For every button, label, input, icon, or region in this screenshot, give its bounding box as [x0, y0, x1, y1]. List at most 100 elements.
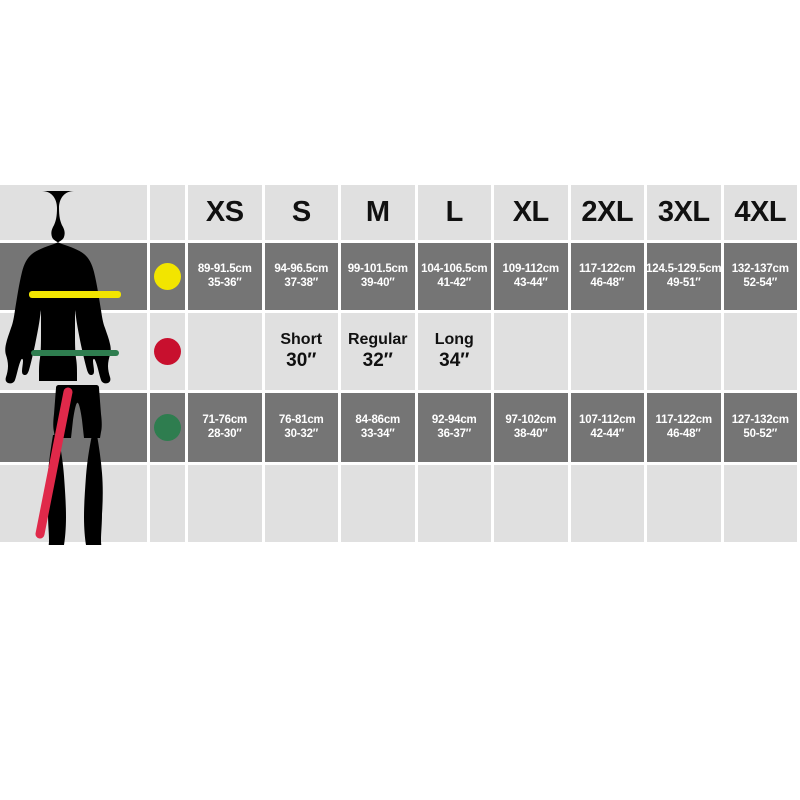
size-chart-grid: XS S M L XL 2XL 3XL 4XL 89-91.5cm 35-36″ 94-96.5cm…	[0, 185, 800, 545]
waist-value-imperial: 42-44″	[590, 427, 625, 440]
waist-value-metric: 76-81cm	[278, 413, 324, 426]
figure-band-0	[0, 185, 147, 240]
cell-waist-xs: 71-76cm 28-30″	[188, 393, 262, 462]
waist-value-imperial: 38-40″	[513, 427, 548, 440]
footer-cell-3xl	[647, 465, 721, 542]
chest-value-metric: 132-137cm	[731, 262, 789, 275]
size-header-label: 3XL	[657, 196, 710, 229]
column-header-xs: XS	[188, 185, 262, 240]
chest-value-metric: 89-91.5cm	[197, 262, 252, 275]
column-header-m: M	[341, 185, 415, 240]
footer-cell-4xl	[723, 465, 797, 542]
cell-chest-m: 99-101.5cm 39-40″	[341, 243, 415, 310]
cell-chest-xl: 109-112cm 43-44″	[494, 243, 568, 310]
footer-cell-xl	[494, 465, 568, 542]
chest-value-metric: 104-106.5cm	[421, 262, 488, 275]
chest-value-imperial: 41-42″	[437, 276, 472, 289]
cell-leg-length-l: Long 34″	[417, 313, 491, 390]
waist-value-metric: 107-112cm	[579, 413, 636, 426]
waist-value-imperial: 33-34″	[360, 427, 395, 440]
column-header-l: L	[417, 185, 491, 240]
leg-length-value-imperial: 30″	[286, 349, 317, 371]
chest-value-imperial: 46-48″	[590, 276, 625, 289]
waist-value-metric: 127-132cm	[731, 413, 789, 426]
footer-cell-m	[341, 465, 415, 542]
leg-length-value-metric: Regular	[347, 330, 408, 348]
chest-value-imperial: 35-36″	[207, 276, 242, 289]
waist-value-imperial: 50-52″	[743, 427, 778, 440]
size-header-label: XS	[205, 196, 244, 229]
legend-key-cell-leg-length	[150, 313, 185, 390]
cell-leg-length-s: Short 30″	[264, 313, 338, 390]
waist-value-imperial: 36-37″	[437, 427, 472, 440]
waist-value-imperial: 28-30″	[207, 427, 242, 440]
chest-value-imperial: 43-44″	[513, 276, 548, 289]
green-dot	[154, 414, 181, 441]
waist-value-metric: 92-94cm	[431, 413, 477, 426]
size-header-label: XL	[512, 196, 550, 229]
cell-waist-3xl: 117-122cm 46-48″	[647, 393, 721, 462]
cell-waist-xl: 97-102cm 38-40″	[494, 393, 568, 462]
waist-value-imperial: 30-32″	[284, 427, 319, 440]
cell-leg-length-4xl	[723, 313, 797, 390]
leg-length-value-imperial: 32″	[362, 349, 393, 371]
waist-value-metric: 97-102cm	[505, 413, 557, 426]
footer-cell-2xl	[570, 465, 644, 542]
cell-chest-2xl: 117-122cm 46-48″	[570, 243, 644, 310]
cell-leg-length-2xl	[570, 313, 644, 390]
column-header-4xl: 4XL	[723, 185, 797, 240]
cell-waist-4xl: 127-132cm 50-52″	[723, 393, 797, 462]
cell-leg-length-m: Regular 32″	[341, 313, 415, 390]
leg-length-value-metric: Long	[434, 330, 474, 348]
cell-leg-length-3xl	[647, 313, 721, 390]
cell-waist-2xl: 107-112cm 42-44″	[570, 393, 644, 462]
waist-value-metric: 117-122cm	[655, 413, 713, 426]
footer-cell-xs	[188, 465, 262, 542]
column-header-2xl: 2XL	[570, 185, 644, 240]
waist-value-metric: 71-76cm	[202, 413, 248, 426]
chest-value-metric: 99-101.5cm	[347, 262, 408, 275]
legend-key-cell-chest	[150, 243, 185, 310]
chest-value-metric: 124.5-129.5cm	[646, 262, 722, 275]
chest-value-metric: 117-122cm	[579, 262, 636, 275]
footer-cell-l	[417, 465, 491, 542]
size-chart: XS S M L XL 2XL 3XL 4XL 89-91.5cm 35-36″ 94-96.5cm…	[0, 185, 800, 545]
leg-length-value-metric: Short	[280, 330, 323, 348]
footer-key-cell	[150, 465, 185, 542]
size-header-label: S	[291, 196, 311, 229]
chest-value-imperial: 37-38″	[284, 276, 319, 289]
legend-key-cell-waist	[150, 393, 185, 462]
chest-value-metric: 109-112cm	[502, 262, 560, 275]
cell-waist-m: 84-86cm 33-34″	[341, 393, 415, 462]
cell-chest-s: 94-96.5cm 37-38″	[264, 243, 338, 310]
cell-leg-length-xl	[494, 313, 568, 390]
size-header-label: 2XL	[581, 196, 634, 229]
cell-chest-l: 104-106.5cm 41-42″	[417, 243, 491, 310]
figure-band-2	[0, 313, 147, 390]
chest-value-imperial: 49-51″	[666, 276, 701, 289]
column-header-s: S	[264, 185, 338, 240]
waist-value-metric: 84-86cm	[355, 413, 401, 426]
size-header-label: 4XL	[734, 196, 787, 229]
figure-band-3	[0, 393, 147, 462]
cell-leg-length-xs	[188, 313, 262, 390]
yellow-dot	[154, 263, 181, 290]
chest-value-imperial: 52-54″	[743, 276, 778, 289]
leg-length-value-imperial: 34″	[439, 349, 470, 371]
figure-band-4	[0, 465, 147, 542]
waist-value-imperial: 46-48″	[666, 427, 701, 440]
cell-chest-3xl: 124.5-129.5cm 49-51″	[646, 243, 722, 310]
size-header-label: L	[445, 196, 464, 229]
cell-chest-4xl: 132-137cm 52-54″	[723, 243, 797, 310]
red-dot	[154, 338, 181, 365]
cell-waist-l: 92-94cm 36-37″	[417, 393, 491, 462]
figure-band-1	[0, 243, 147, 310]
cell-chest-xs: 89-91.5cm 35-36″	[188, 243, 262, 310]
header-key-cell	[150, 185, 185, 240]
column-header-3xl: 3XL	[647, 185, 721, 240]
size-header-label: M	[365, 196, 390, 229]
chest-value-metric: 94-96.5cm	[274, 262, 329, 275]
column-header-xl: XL	[494, 185, 568, 240]
chest-value-imperial: 39-40″	[360, 276, 395, 289]
footer-cell-s	[264, 465, 338, 542]
